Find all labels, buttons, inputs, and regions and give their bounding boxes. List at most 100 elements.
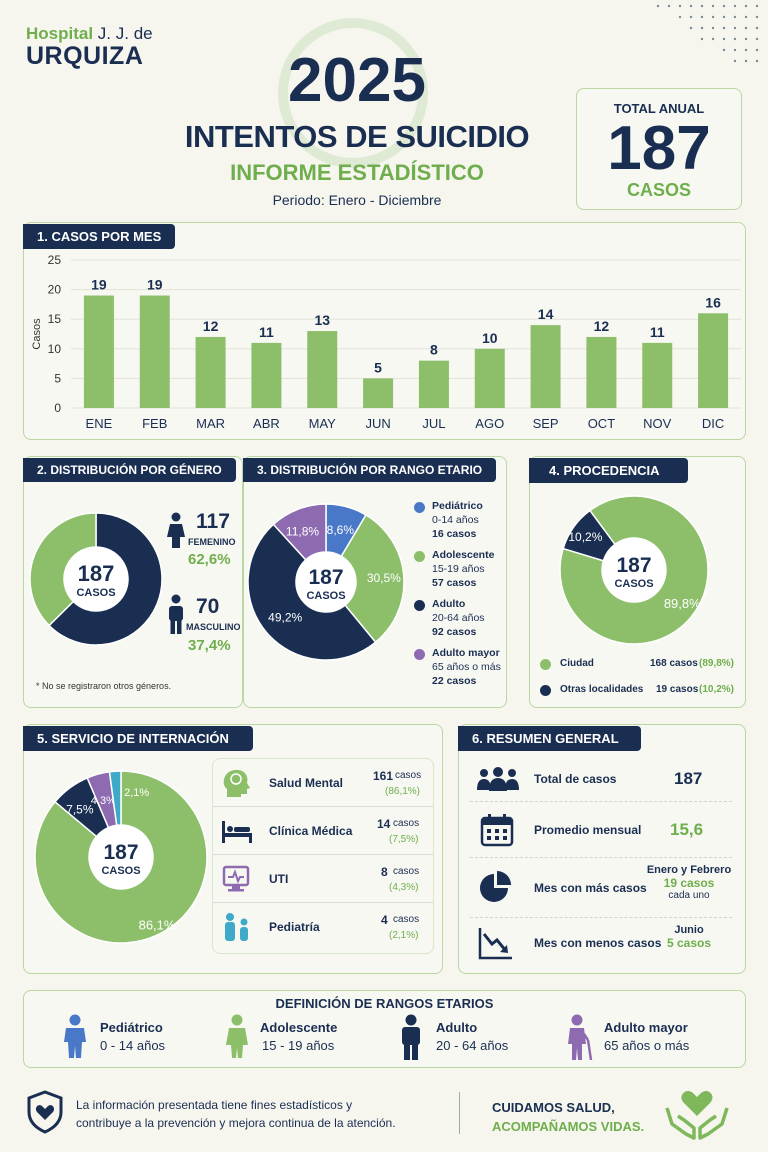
x-tick-label: NOV — [643, 416, 672, 431]
footer-divider — [459, 1092, 460, 1134]
service-row-salud-mental: Salud Mental 161 casos (86,1%) — [213, 759, 433, 807]
age-legend-name: Pediátrico — [432, 500, 483, 512]
decorative-dot — [755, 48, 759, 52]
service-row-uti: UTI 8 casos (4,3%) — [213, 855, 433, 903]
decorative-dot — [733, 15, 737, 19]
hands-heart-icon — [665, 1091, 729, 1140]
donut-hole — [296, 552, 356, 612]
definition-pediatrico: Pediátrico 0 - 14 años — [60, 1014, 220, 1060]
slice-label: 7,5% — [66, 803, 94, 817]
service-pct: (2,1%) — [389, 930, 419, 941]
bar — [586, 336, 617, 408]
hospital-bed-icon — [222, 820, 252, 843]
bar — [418, 360, 449, 408]
summary-total-row: Total de casos 187 — [470, 756, 732, 802]
bar-value-label: 8 — [430, 342, 438, 358]
service-row-pediatria: Pediatría 4 casos (2,1%) — [213, 903, 433, 951]
x-tick-label: ABR — [253, 416, 280, 431]
total-unit: CASOS — [626, 180, 691, 200]
decorative-dot — [711, 15, 715, 19]
service-count: 14 — [377, 817, 391, 831]
trend-down-icon — [478, 928, 512, 960]
decorative-dot — [733, 37, 737, 41]
footer-slogan-2: ACOMPAÑAMOS VIDAS. — [492, 1119, 645, 1134]
definition-name: Adolescente — [260, 1020, 338, 1035]
summary-min-label: Mes con menos casos — [534, 936, 662, 950]
y-tick-label: 20 — [48, 283, 62, 297]
slice-label: 11,8% — [286, 525, 319, 539]
bar — [307, 331, 338, 408]
decorative-dot — [722, 26, 726, 30]
service-name: Salud Mental — [269, 775, 344, 790]
origin-row-city: Ciudad 168 casos (89,8%) — [540, 656, 742, 676]
brain-head-icon — [223, 769, 250, 797]
decorative-dot — [744, 37, 748, 41]
service-count: 161 — [373, 769, 394, 783]
male-count: 70 — [196, 595, 220, 618]
decorative-dots — [656, 4, 759, 63]
children-icon — [225, 913, 248, 941]
definitions-title: DEFINICIÓN DE RANGOS ETARIOS — [275, 996, 494, 1011]
origin-city-cases: 168 casos — [650, 658, 698, 669]
slice-label: 8,6% — [327, 523, 355, 537]
age-legend-item: Adulto mayor 65 años o más 22 casos — [414, 647, 506, 693]
summary-min-cases: 5 casos — [666, 936, 712, 950]
definition-range: 20 - 64 años — [436, 1038, 509, 1053]
female-label: FEMENINO — [188, 537, 236, 547]
origin-others-pct: (10,2%) — [699, 684, 735, 695]
adult-icon — [402, 1014, 420, 1060]
service-count: 8 — [381, 865, 388, 879]
male-pct: 37,4% — [188, 637, 231, 654]
decorative-dot — [755, 15, 759, 19]
bar-value-label: 13 — [314, 312, 330, 328]
summary-min-row: Mes con menos casos Junio 5 casos — [470, 918, 732, 968]
donut-center-label: CASOS — [101, 865, 140, 877]
decorative-dot — [667, 4, 671, 8]
donut-center-label: CASOS — [306, 590, 345, 602]
definition-range: 15 - 19 años — [262, 1038, 335, 1053]
summary-list: Total de casos 187 Promedio mensual 15,6… — [470, 756, 732, 968]
female-pct: 62,6% — [188, 551, 231, 568]
y-tick-label: 5 — [54, 371, 61, 385]
male-label: MASCULINO — [186, 622, 241, 632]
definition-range: 65 años o más — [604, 1038, 690, 1053]
summary-max-row: Mes con más casos Enero y Febrero 19 cas… — [470, 858, 732, 918]
bar — [474, 348, 505, 408]
child-icon — [64, 1014, 86, 1058]
logo-name: URQUIZA — [26, 42, 144, 70]
decorative-dot — [678, 15, 682, 19]
age-legend-cases: 57 casos — [432, 577, 477, 589]
x-tick-label: MAR — [196, 416, 225, 431]
donut-hole — [64, 547, 128, 611]
female-icon — [167, 512, 185, 548]
age-legend-name: Adulto — [432, 598, 466, 610]
slice-label: 89,8% — [664, 596, 701, 611]
x-tick-label: AGO — [475, 416, 504, 431]
logo-jj: J. J. de — [97, 24, 153, 43]
decorative-dot — [711, 4, 715, 8]
bar-value-label: 10 — [482, 330, 498, 346]
gender-section-title: 2. DISTRIBUCIÓN POR GÉNERO — [23, 458, 236, 482]
summary-max-label: Mes con más casos — [534, 880, 647, 895]
people-group-icon — [477, 766, 519, 791]
decorative-dot — [700, 37, 704, 41]
age-legend-cases: 22 casos — [432, 675, 477, 687]
summary-avg-label: Promedio mensual — [534, 822, 642, 837]
slice-label: 30,5% — [367, 571, 401, 585]
footer-slogan: CUIDAMOS SALUD, ACOMPAÑAMOS VIDAS. — [492, 1098, 644, 1136]
decorative-dot — [733, 26, 737, 30]
bar-value-label: 12 — [203, 318, 219, 334]
footer-text-line2: contribuye a la prevención y mejora cont… — [76, 1116, 396, 1130]
legend-dot — [414, 649, 425, 660]
y-tick-label: 15 — [48, 312, 62, 326]
donut-center-value: 187 — [103, 841, 138, 864]
summary-avg-value: 15,6 — [670, 819, 704, 839]
calendar-icon — [480, 813, 514, 846]
x-tick-label: FEB — [142, 416, 167, 431]
y-axis-label: Casos — [31, 318, 43, 350]
decorative-dot — [700, 26, 704, 30]
bar-value-label: 19 — [147, 277, 163, 293]
decorative-dot — [755, 37, 759, 41]
legend-dot — [540, 685, 551, 696]
bar — [195, 336, 226, 408]
